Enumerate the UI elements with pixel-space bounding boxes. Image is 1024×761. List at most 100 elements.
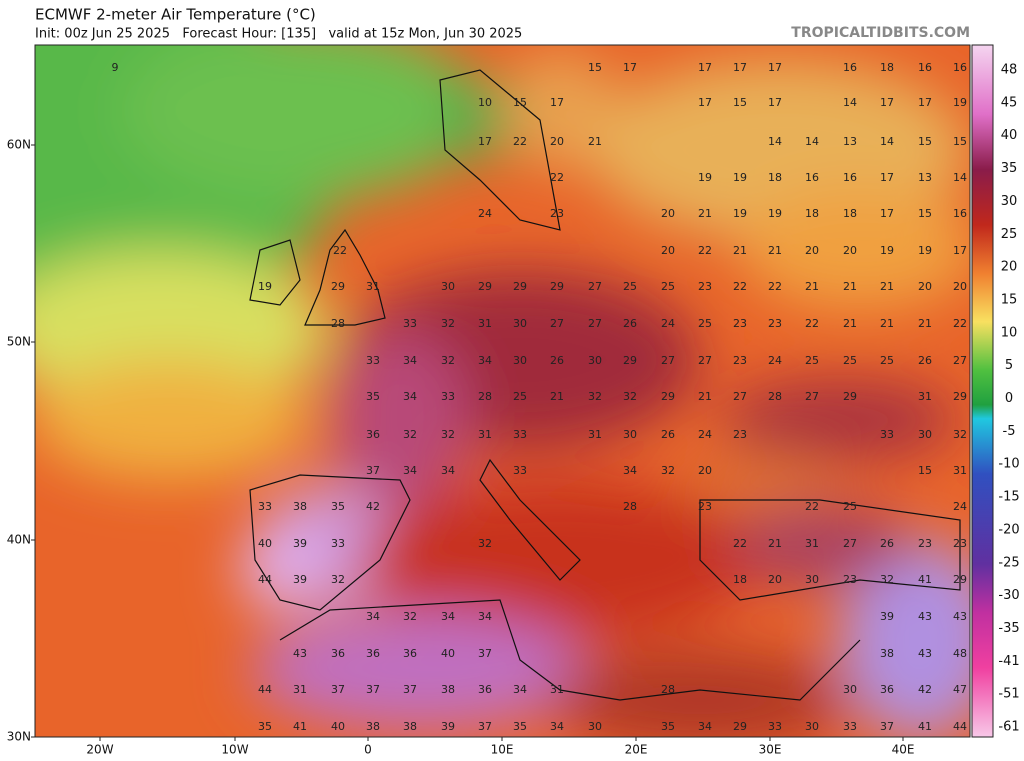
- temperature-label: 34: [698, 720, 712, 733]
- temperature-label: 24: [661, 317, 675, 330]
- temperature-label: 14: [843, 96, 857, 109]
- temperature-label: 21: [843, 280, 857, 293]
- temperature-label: 29: [550, 280, 564, 293]
- temperature-label: 22: [805, 317, 819, 330]
- temperature-label: 27: [588, 280, 602, 293]
- colorbar-label: -35: [998, 621, 1019, 636]
- temperature-label: 34: [403, 464, 417, 477]
- lon-label: 10W: [221, 743, 248, 757]
- temperature-label: 22: [733, 280, 747, 293]
- brand: TROPICALTIDBITS.COM: [791, 25, 970, 41]
- subtitle: Init: 00z Jun 25 2025 Forecast Hour: [13…: [35, 27, 522, 42]
- temperature-label: 47: [953, 683, 967, 696]
- temperature-label: 33: [768, 720, 782, 733]
- temperature-label: 23: [768, 317, 782, 330]
- temperature-label: 30: [623, 428, 637, 441]
- temperature-label: 15: [918, 135, 932, 148]
- temperature-label: 34: [478, 610, 492, 623]
- temperature-label: 17: [733, 61, 747, 74]
- temperature-label: 18: [768, 171, 782, 184]
- temperature-label: 29: [331, 280, 345, 293]
- temperature-label: 22: [513, 135, 527, 148]
- temperature-label: 26: [661, 428, 675, 441]
- temperature-label: 19: [918, 244, 932, 257]
- temperature-label: 34: [403, 354, 417, 367]
- temperature-label: 24: [698, 428, 712, 441]
- temperature-label: 29: [623, 354, 637, 367]
- temperature-label: 17: [768, 61, 782, 74]
- temperature-label: 38: [441, 683, 455, 696]
- temperature-label: 48: [953, 647, 967, 660]
- temperature-label: 20: [661, 207, 675, 220]
- temperature-label: 15: [588, 61, 602, 74]
- temperature-label: 39: [293, 573, 307, 586]
- temperature-label: 14: [880, 135, 894, 148]
- temperature-label: 31: [953, 464, 967, 477]
- colorbar-label: 45: [1001, 95, 1018, 110]
- temperature-label: 15: [953, 135, 967, 148]
- temperature-label: 24: [478, 207, 492, 220]
- colorbar-label: -41: [998, 654, 1019, 669]
- temperature-label: 43: [918, 610, 932, 623]
- temperature-label: 37: [366, 683, 380, 696]
- temperature-label: 25: [880, 354, 894, 367]
- temperature-label: 38: [403, 720, 417, 733]
- temperature-label: 32: [953, 428, 967, 441]
- temperature-label: 17: [880, 207, 894, 220]
- temperature-label: 36: [331, 647, 345, 660]
- temperature-label: 19: [768, 207, 782, 220]
- temperature-label: 38: [293, 500, 307, 513]
- temperature-label: 36: [366, 647, 380, 660]
- colorbar-label: 35: [1001, 161, 1018, 176]
- colorbar-label: -5: [1003, 424, 1016, 439]
- lat-label: 50N: [7, 335, 31, 349]
- temperature-label: 28: [768, 390, 782, 403]
- temperature-label: 17: [918, 96, 932, 109]
- temperature-label: 15: [918, 464, 932, 477]
- temperature-label: 17: [550, 96, 564, 109]
- temperature-label: 34: [550, 720, 564, 733]
- temperature-label: 29: [843, 390, 857, 403]
- temperature-label: 32: [403, 610, 417, 623]
- temperature-label: 34: [478, 354, 492, 367]
- temperature-label: 25: [805, 354, 819, 367]
- lon-label: 0: [364, 743, 372, 757]
- temperature-label: 16: [953, 61, 967, 74]
- temperature-label: 25: [623, 280, 637, 293]
- temperature-field: 9 15 17 17 17 17 16 18 16 16 10 15 17 17 15 17 14 17 17 19 1…: [35, 45, 970, 737]
- temperature-label: 35: [331, 500, 345, 513]
- temperature-label: 19: [698, 171, 712, 184]
- temperature-label: 20: [953, 280, 967, 293]
- temperature-label: 44: [258, 573, 272, 586]
- temperature-label: 30: [918, 428, 932, 441]
- temperature-label: 22: [953, 317, 967, 330]
- temperature-label: 16: [918, 61, 932, 74]
- temperature-label: 23: [733, 428, 747, 441]
- temperature-label: 19: [258, 280, 272, 293]
- temperature-label: 14: [805, 135, 819, 148]
- temperature-label: 33: [258, 500, 272, 513]
- lon-label: 20W: [86, 743, 113, 757]
- temperature-label: 36: [880, 683, 894, 696]
- temperature-label: 33: [441, 390, 455, 403]
- temperature-label: 22: [768, 280, 782, 293]
- colorbar-label: 15: [1001, 292, 1018, 307]
- temperature-label: 27: [550, 317, 564, 330]
- temperature-label: 34: [513, 683, 527, 696]
- temperature-label: 30: [588, 354, 602, 367]
- temperature-label: 25: [513, 390, 527, 403]
- temperature-label: 19: [880, 244, 894, 257]
- temperature-label: 21: [588, 135, 602, 148]
- lat-label: 30N: [7, 730, 31, 744]
- colorbar-label: 10: [1001, 325, 1018, 340]
- temperature-label: 21: [733, 244, 747, 257]
- temperature-label: 29: [953, 573, 967, 586]
- temperature-label: 44: [953, 720, 967, 733]
- temperature-label: 31: [478, 317, 492, 330]
- temperature-label: 32: [623, 390, 637, 403]
- temperature-label: 18: [805, 207, 819, 220]
- temperature-label: 29: [661, 390, 675, 403]
- colorbar-label: 48: [1001, 63, 1018, 78]
- temperature-label: 34: [623, 464, 637, 477]
